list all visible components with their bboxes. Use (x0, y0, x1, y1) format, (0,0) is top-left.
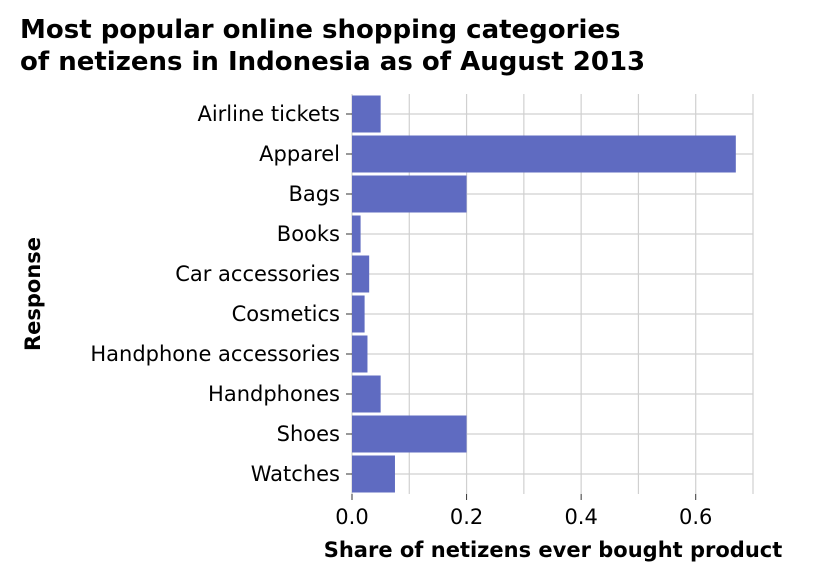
bar-watches (352, 455, 395, 493)
bar-handphones (352, 375, 381, 413)
x-tick-label: 0.2 (450, 505, 483, 529)
x-axis-label: Share of netizens ever bought product (324, 538, 783, 562)
y-tick-label: Handphone accessories (90, 342, 340, 366)
chart-title-line-1: Most popular online shopping categories (20, 15, 621, 45)
bar-cosmetics (352, 295, 365, 333)
y-tick-label: Shoes (277, 422, 340, 446)
y-tick-label: Books (277, 222, 340, 246)
y-tick-label: Car accessories (175, 262, 340, 286)
bar-books (352, 215, 361, 253)
y-tick-label: Watches (251, 462, 340, 486)
bar-apparel (352, 135, 736, 173)
chart-title-line-2: of netizens in Indonesia as of August 20… (20, 47, 646, 77)
x-tick-label: 0.4 (564, 505, 597, 529)
bar-shoes (352, 415, 467, 453)
bar-bags (352, 175, 467, 213)
bar-airline-tickets (352, 95, 381, 133)
x-tick-label: 0.6 (679, 505, 712, 529)
x-tick-label: 0.0 (335, 505, 368, 529)
chart-title: Most popular online shopping categories … (20, 14, 645, 78)
y-tick-label: Bags (288, 182, 340, 206)
y-tick-label: Apparel (259, 142, 340, 166)
bar-car-accessories (352, 255, 370, 293)
y-tick-label: Airline tickets (197, 102, 340, 126)
bar-handphone-accessories (352, 335, 368, 373)
y-tick-label: Handphones (208, 382, 340, 406)
y-tick-label: Cosmetics (232, 302, 340, 326)
y-axis-label: Response (21, 237, 45, 351)
